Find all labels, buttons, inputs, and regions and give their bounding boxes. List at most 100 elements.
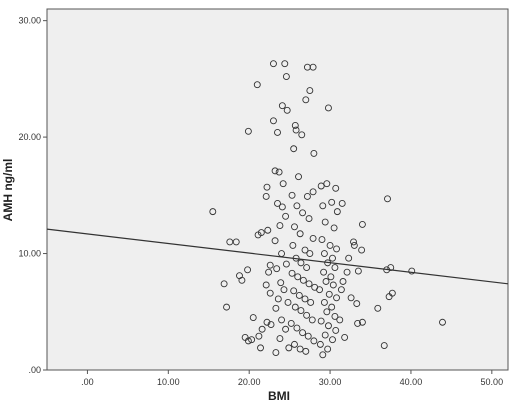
data-point (244, 266, 252, 274)
x-tick-label: 50.00 (481, 377, 504, 387)
data-point (248, 336, 256, 344)
data-point (299, 209, 307, 217)
data-point (383, 266, 391, 274)
data-point (272, 304, 280, 312)
data-point (265, 268, 273, 276)
data-point (309, 234, 317, 242)
data-point (318, 236, 326, 244)
x-tick-label: 20.00 (238, 377, 261, 387)
data-point (354, 319, 362, 327)
data-point (257, 344, 264, 352)
data-point (292, 126, 300, 134)
data-point (255, 332, 263, 340)
data-point (305, 280, 313, 288)
data-point (306, 87, 314, 94)
y-tick-label: 20.00 (18, 132, 41, 142)
x-axis-label: BMI (268, 389, 290, 403)
data-point (302, 96, 310, 104)
data-point (384, 195, 391, 203)
data-point (244, 337, 252, 345)
data-point (320, 299, 328, 306)
data-point (319, 351, 327, 359)
data-point (271, 167, 279, 175)
x-tick-label: .00 (81, 377, 94, 387)
data-point (270, 60, 277, 68)
data-point (305, 215, 313, 223)
data-point (282, 260, 290, 268)
data-point (328, 303, 336, 311)
y-axis-label: AMH ng/ml (1, 159, 15, 222)
data-point (275, 168, 283, 176)
data-point (271, 237, 279, 245)
data-point (277, 279, 285, 287)
data-point (290, 287, 298, 295)
data-point (341, 333, 349, 341)
data-point (317, 317, 325, 325)
data-point (288, 269, 296, 277)
data-point (244, 127, 252, 135)
data-point (253, 81, 261, 89)
data-point (343, 268, 351, 276)
data-point (338, 200, 346, 207)
data-point (295, 173, 302, 181)
data-point (321, 218, 329, 226)
data-point (320, 250, 328, 257)
data-point (303, 311, 311, 319)
data-point (281, 60, 289, 68)
data-point (238, 276, 246, 284)
data-point (316, 286, 324, 294)
y-tick-label: .00 (28, 365, 41, 375)
data-point (209, 208, 217, 216)
data-point (358, 318, 366, 326)
data-point (278, 203, 286, 211)
data-point (317, 182, 325, 190)
data-point (347, 294, 355, 302)
y-tick-label: 30.00 (18, 16, 41, 26)
data-point (258, 325, 266, 333)
data-point (333, 294, 340, 302)
data-point (298, 131, 306, 139)
data-point (330, 224, 338, 232)
data-point (264, 226, 272, 234)
data-point (293, 324, 301, 332)
data-point (276, 335, 284, 343)
data-point (266, 289, 274, 297)
data-point (408, 267, 416, 275)
data-point (329, 336, 336, 344)
data-point (319, 202, 327, 210)
data-point (278, 102, 286, 110)
data-point (310, 149, 318, 157)
data-point (270, 117, 277, 125)
data-point (301, 295, 309, 303)
data-point (328, 198, 336, 206)
data-point (280, 286, 288, 294)
data-point (226, 238, 234, 246)
data-point (249, 314, 257, 322)
data-point (336, 316, 344, 324)
data-point (291, 223, 298, 231)
data-point (274, 295, 282, 303)
y-tick-label: 10.00 (18, 249, 41, 259)
data-point (331, 312, 339, 320)
data-point (332, 326, 340, 334)
data-point (345, 254, 353, 262)
data-point (350, 238, 357, 246)
data-point (387, 264, 395, 271)
data-point (293, 202, 301, 210)
data-point (294, 273, 302, 281)
data-point (263, 318, 271, 326)
data-point (321, 331, 329, 339)
plot-area (46, 8, 509, 371)
fit-line-layer (46, 228, 509, 285)
data-point (374, 304, 382, 312)
data-point (276, 222, 284, 230)
data-point (296, 230, 304, 238)
data-point (303, 264, 311, 271)
data-point (326, 241, 334, 249)
data-point (292, 254, 300, 262)
data-point (263, 183, 271, 191)
points-layer (209, 60, 446, 359)
data-point (282, 73, 290, 80)
data-point (320, 268, 328, 276)
data-point (295, 292, 303, 299)
